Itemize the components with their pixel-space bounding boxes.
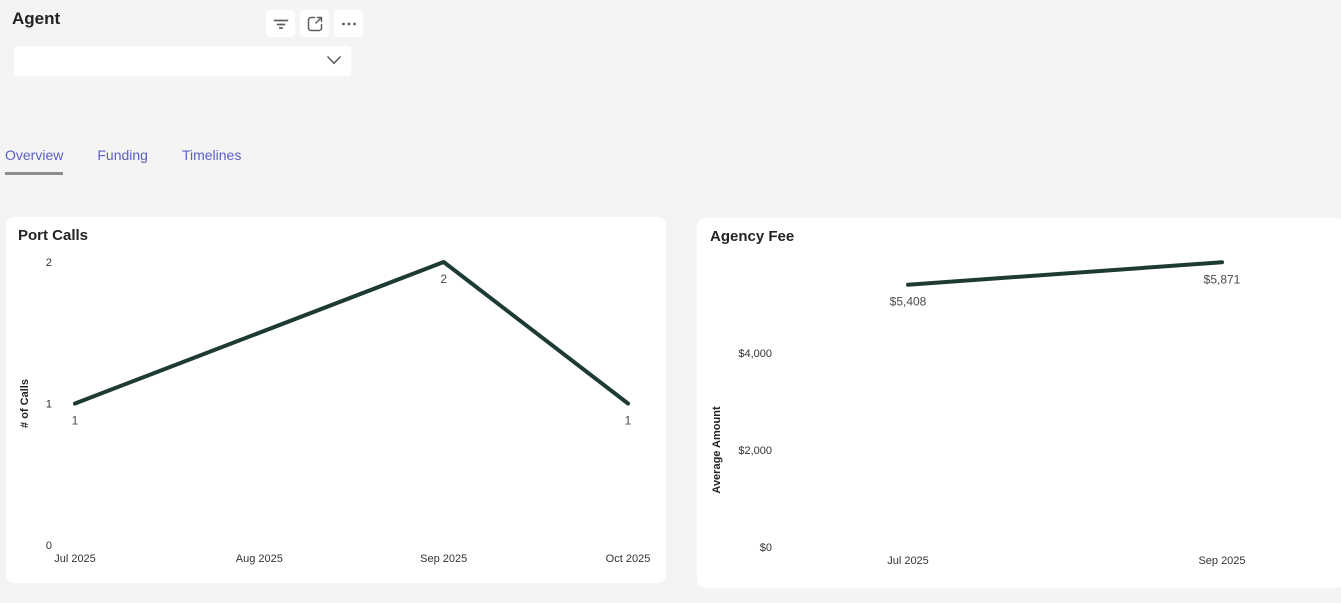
ellipsis-icon (340, 15, 358, 33)
x-axis-tick-label: Sep 2025 (1198, 555, 1245, 567)
data-point-label: $5,871 (1204, 272, 1241, 286)
port-calls-line-chart[interactable]: # of Calls 0 1 2 Jul 2025 Aug 2025 Sep 2025 Oct… (6, 217, 666, 583)
x-axis-tick-label: Aug 2025 (236, 553, 283, 565)
tab-funding[interactable]: Funding (97, 147, 148, 163)
data-point-label: 2 (440, 272, 447, 286)
more-options-button[interactable] (334, 10, 363, 37)
line-series (906, 260, 1224, 287)
tab-timelines[interactable]: Timelines (181, 147, 242, 163)
data-point-label: $5,408 (890, 295, 927, 309)
y-axis-title: # of Calls (19, 379, 31, 428)
y-axis-tick-label: $2,000 (738, 445, 772, 457)
line-series (73, 260, 630, 406)
data-point-label: 1 (72, 414, 79, 428)
port-calls-card: Port Calls # of Calls 0 1 2 Jul 2025 Aug 2025… (6, 217, 666, 583)
data-point-label: 1 (625, 414, 632, 428)
filter-button[interactable] (266, 10, 295, 37)
y-axis-tick-label: 1 (46, 399, 52, 411)
agency-fee-card: Agency Fee Average Amount $0 $2,000 $4,000 J… (697, 218, 1341, 588)
page-title: Agent (12, 9, 61, 28)
tab-bar: Overview Funding Timelines (5, 147, 241, 175)
agency-fee-line-chart[interactable]: Average Amount $0 $2,000 $4,000 Jul 2025 Sep … (697, 218, 1341, 588)
y-axis-title: Average Amount (711, 406, 723, 494)
y-axis-tick-label: 0 (46, 540, 52, 552)
tab-overview[interactable]: Overview (5, 147, 64, 175)
chevron-down-icon (327, 52, 341, 70)
y-axis-tick-label: $4,000 (738, 348, 772, 360)
filter-icon (271, 14, 291, 34)
x-axis-tick-label: Sep 2025 (420, 553, 467, 565)
x-axis-tick-label: Jul 2025 (887, 555, 929, 567)
x-axis-tick-label: Jul 2025 (54, 553, 96, 565)
y-axis-tick-label: $0 (760, 542, 772, 554)
agent-dropdown[interactable] (14, 46, 351, 76)
focus-mode-button[interactable] (300, 10, 329, 37)
y-axis-tick-label: 2 (46, 257, 52, 269)
agency-fee-chart-title: Agency Fee (710, 228, 795, 245)
focus-mode-icon (305, 14, 325, 34)
x-axis-tick-label: Oct 2025 (606, 553, 651, 565)
port-calls-chart-title: Port Calls (18, 227, 89, 244)
